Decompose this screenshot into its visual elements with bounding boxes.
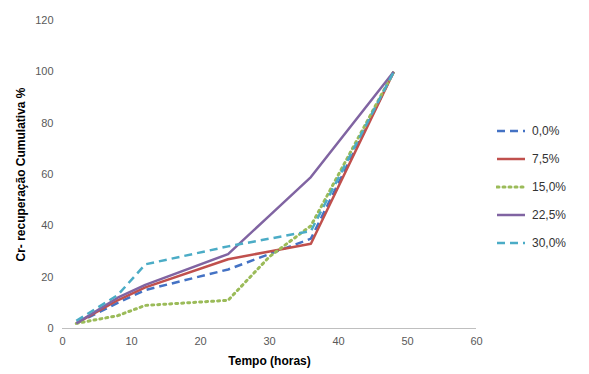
svg-text:40: 40 — [41, 219, 53, 231]
svg-text:0: 0 — [59, 335, 65, 347]
html-text:0,0%: 0,0% — [532, 124, 560, 138]
html-text:7,5%: 7,5% — [532, 152, 560, 166]
html-text:30,0%: 30,0% — [532, 236, 566, 250]
svg-text:20: 20 — [194, 335, 206, 347]
svg-text:60: 60 — [41, 168, 53, 180]
svg-text:Cr- recuperação Cumulativa %: Cr- recuperação Cumulativa % — [14, 87, 28, 261]
svg-text:0: 0 — [47, 322, 53, 334]
svg-text:10: 10 — [125, 335, 137, 347]
html-text:15,0%: 15,0% — [532, 180, 566, 194]
svg-text:100: 100 — [35, 65, 53, 77]
svg-text:60: 60 — [470, 335, 482, 347]
svg-text:30: 30 — [263, 335, 275, 347]
svg-text:80: 80 — [41, 117, 53, 129]
svg-text:50: 50 — [401, 335, 413, 347]
svg-text:20: 20 — [41, 271, 53, 283]
svg-text:Tempo (horas): Tempo (horas) — [228, 354, 310, 368]
html-text:22,5%: 22,5% — [532, 208, 566, 222]
svg-text:120: 120 — [35, 14, 53, 26]
svg-text:40: 40 — [332, 335, 344, 347]
